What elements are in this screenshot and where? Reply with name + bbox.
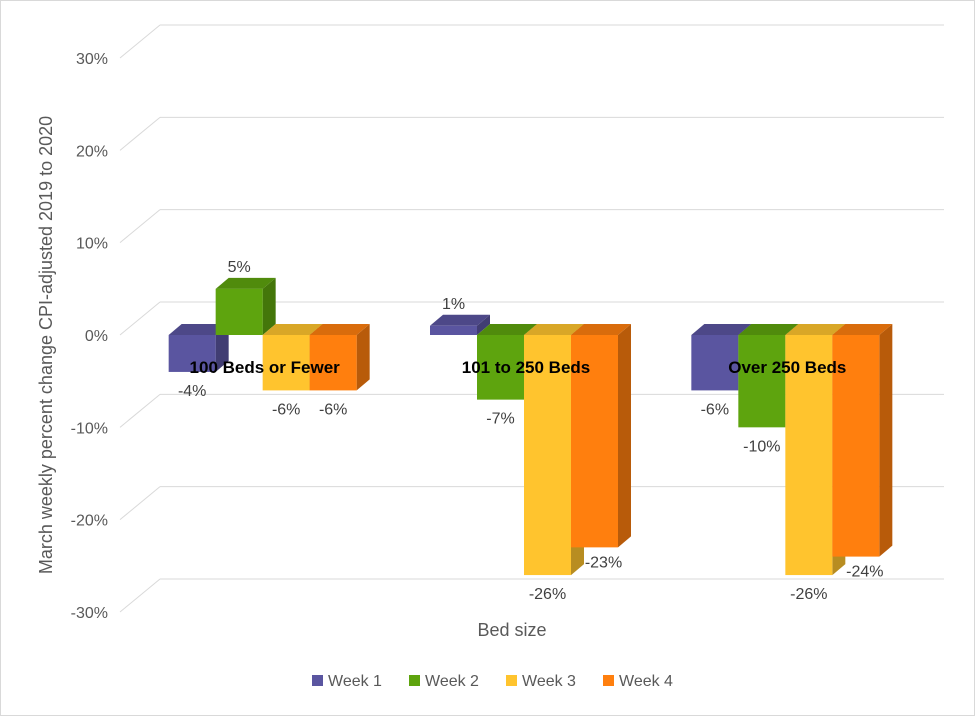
gridline-depth [119, 393, 161, 428]
data-label: -7% [486, 411, 514, 428]
gridline-depth [119, 116, 161, 151]
bar [309, 324, 370, 391]
data-label: 5% [228, 259, 251, 276]
bars [168, 277, 893, 576]
y-tick-label: -30% [71, 605, 108, 622]
y-tick-label: 30% [76, 51, 108, 68]
y-tick-label: -10% [71, 420, 108, 437]
category-label: 101 to 250 Beds [462, 358, 591, 377]
data-label: -26% [529, 586, 566, 603]
y-tick-label: 20% [76, 143, 108, 160]
legend-swatch [312, 675, 323, 686]
legend-label: Week 4 [619, 673, 673, 690]
bar [168, 324, 229, 372]
legend-label: Week 2 [425, 673, 479, 690]
y-axis-title: March weekly percent change CPI-adjusted… [36, 116, 56, 574]
gridline-depth [119, 209, 161, 244]
data-labels: -4% 5% -6% -6% 1% -7% -26% -23% -6% -10% -26% -24% [178, 259, 884, 603]
category-label: 100 Beds or Fewer [190, 358, 341, 377]
category-labels: 100 Beds or Fewer 101 to 250 Beds Over 250… [190, 358, 847, 377]
data-label: -4% [178, 383, 206, 400]
legend-swatch [409, 675, 420, 686]
data-label: -23% [585, 554, 622, 571]
y-tick-label: -20% [71, 513, 108, 530]
gridlines [119, 24, 944, 613]
y-axis-tick-labels: -30% -20% -10% 0% 10% 20% 30% [71, 51, 108, 622]
bar [571, 324, 631, 548]
data-label: -6% [701, 401, 729, 418]
gridline-depth [119, 486, 161, 521]
bar [430, 314, 490, 335]
gridline-depth [119, 24, 161, 59]
data-label: 1% [442, 296, 465, 313]
legend-swatch [603, 675, 614, 686]
data-label: -6% [272, 401, 300, 418]
category-label: Over 250 Beds [728, 358, 846, 377]
bar [832, 324, 893, 557]
bar [215, 277, 276, 335]
data-label: -24% [846, 564, 883, 581]
data-label: -10% [743, 438, 780, 455]
legend-label: Week 3 [522, 673, 576, 690]
legend-swatch [506, 675, 517, 686]
legend: Week 1 Week 2 Week 3 Week 4 [312, 673, 673, 690]
legend-label: Week 1 [328, 673, 382, 690]
data-label: -26% [790, 586, 827, 603]
gridline-depth [119, 301, 161, 336]
y-tick-label: 0% [85, 328, 108, 345]
gridline-depth [119, 578, 161, 613]
data-label: -6% [319, 401, 347, 418]
x-axis-title: Bed size [477, 620, 546, 640]
y-tick-label: 10% [76, 236, 108, 253]
